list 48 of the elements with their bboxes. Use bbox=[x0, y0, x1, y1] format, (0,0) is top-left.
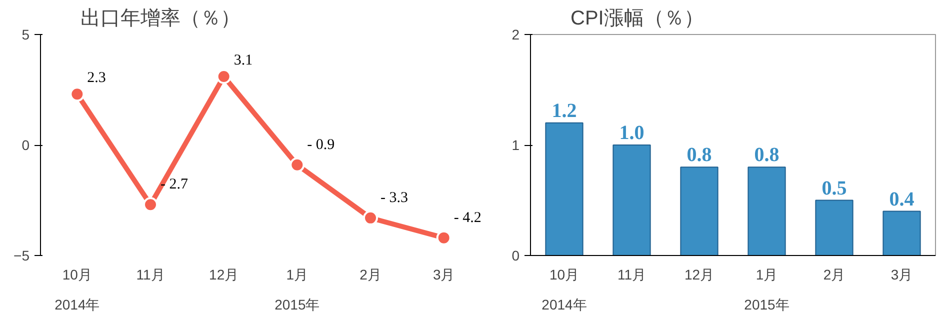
bar bbox=[748, 166, 786, 256]
x-tick-label: 1月 bbox=[286, 266, 308, 282]
data-label: 3.1 bbox=[234, 52, 253, 68]
point bbox=[70, 86, 85, 102]
y-tick-label: −5 bbox=[14, 248, 30, 264]
x-tick-label: 2月 bbox=[823, 266, 846, 282]
chart-title: 出口年增率（％） bbox=[80, 8, 240, 30]
data-label: 2.3 bbox=[87, 70, 106, 86]
x-tick-label: 12月 bbox=[209, 266, 239, 282]
point bbox=[363, 210, 378, 226]
bar bbox=[882, 210, 921, 256]
point bbox=[216, 69, 232, 84]
chart-title: CPI漲幅（％） bbox=[570, 8, 704, 30]
x-tick-label: 3月 bbox=[432, 266, 455, 282]
y-tick-label: 1 bbox=[512, 137, 520, 153]
y-tick-label: 0 bbox=[22, 137, 30, 153]
x-tick-label: 1月 bbox=[756, 266, 778, 282]
bar bbox=[545, 122, 584, 256]
x-tick-label: 3月 bbox=[890, 266, 913, 282]
point bbox=[290, 157, 305, 172]
data-label: - 3.3 bbox=[380, 190, 408, 206]
data-label: - 0.9 bbox=[307, 136, 335, 153]
data-label: - 2.7 bbox=[160, 176, 188, 193]
x-tick-label: 11月 bbox=[617, 266, 646, 282]
data-label: 0.8 bbox=[686, 144, 712, 166]
y-tick-label: 2 bbox=[512, 26, 520, 42]
bar bbox=[680, 166, 718, 256]
text: 2014年 bbox=[542, 296, 587, 312]
point bbox=[436, 230, 452, 246]
y-tick-label: 0 bbox=[512, 248, 520, 264]
data-label: 0.4 bbox=[889, 188, 914, 210]
x-tick-label: 12月 bbox=[684, 266, 714, 282]
data-label: 0.8 bbox=[754, 144, 780, 166]
data-label: 0.5 bbox=[822, 177, 847, 200]
bar bbox=[612, 144, 651, 256]
x-tick-label: 10月 bbox=[549, 266, 580, 282]
point bbox=[143, 197, 158, 212]
text: 2015年 bbox=[274, 296, 320, 312]
x-tick-label: 11月 bbox=[136, 266, 165, 282]
text: 2015年 bbox=[744, 296, 790, 312]
x-tick-label: 10月 bbox=[62, 266, 92, 282]
text: 2014年 bbox=[54, 296, 100, 312]
x-tick-label: 2月 bbox=[360, 266, 382, 282]
data-label: 1.2 bbox=[552, 100, 577, 122]
data-label: - 4.2 bbox=[454, 210, 482, 226]
y-tick-label: 5 bbox=[22, 26, 30, 42]
data-label: 1.0 bbox=[619, 122, 644, 144]
bar bbox=[815, 200, 854, 256]
